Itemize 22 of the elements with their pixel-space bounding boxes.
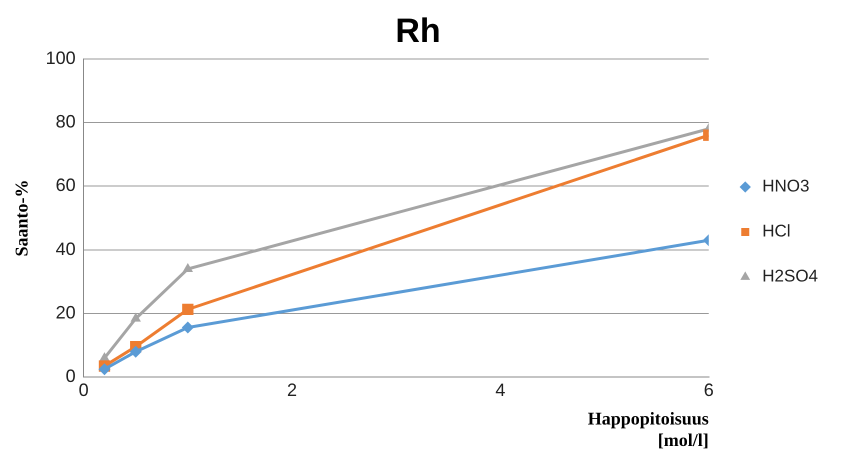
point	[130, 346, 142, 358]
legend-label: HNO3	[762, 176, 810, 196]
x-tick-label: 6	[704, 380, 714, 400]
point	[182, 322, 194, 334]
y-tick-label: 0	[66, 366, 76, 386]
legend-label: H2SO4	[762, 266, 818, 286]
x-axis-title: Happopitoisuus [mol/l]	[588, 408, 709, 450]
x-tick-label: 0	[78, 380, 89, 400]
y-tick-label: 80	[56, 111, 76, 132]
point	[182, 262, 194, 272]
chart-title: Rh	[395, 12, 441, 50]
point	[130, 312, 141, 322]
legend-label: HCl	[762, 222, 791, 241]
y-tick-label: 60	[56, 175, 76, 196]
y-axis-title: Saanto-%	[11, 179, 32, 257]
point	[98, 363, 110, 376]
y-tick-label: 20	[56, 302, 76, 322]
point	[182, 304, 194, 316]
y-tick-label: 100	[46, 48, 76, 68]
x-tick-label: 4	[495, 380, 506, 400]
x-tick-label: 2	[287, 380, 298, 400]
y-tick-label: 40	[56, 238, 76, 259]
